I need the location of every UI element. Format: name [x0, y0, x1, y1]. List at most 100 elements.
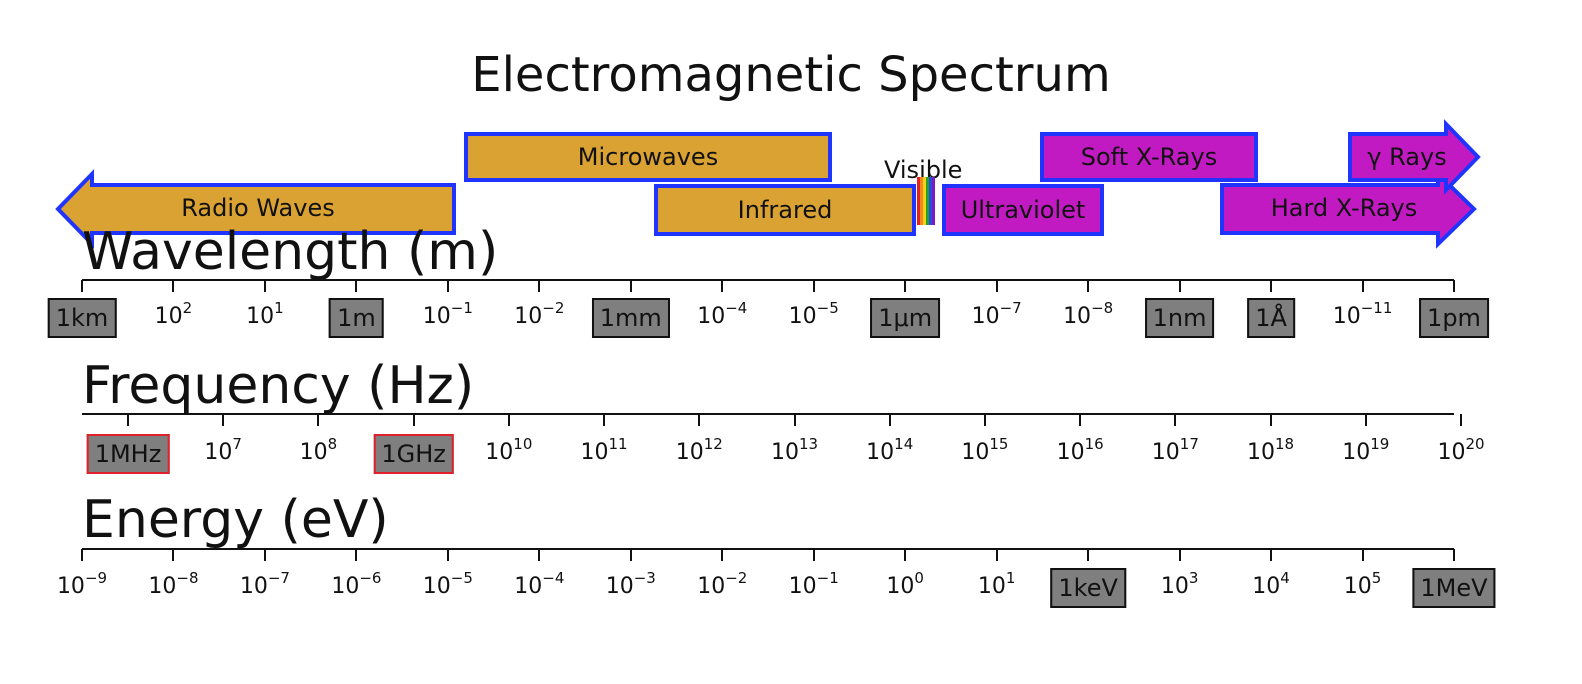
energy-tick: [995, 549, 998, 561]
wavelength-tick: [1087, 280, 1090, 292]
diagram-title: Electromagnetic Spectrum: [471, 47, 1111, 103]
wavelength-tick: [263, 280, 266, 292]
frequency-tick-label: 1019: [1342, 435, 1390, 466]
energy-tick: [904, 549, 907, 561]
frequency-tick-label: 1014: [866, 435, 914, 466]
energy-tick-label: 1MeV: [1412, 568, 1496, 608]
wavelength-tick-label: 1m: [329, 298, 384, 338]
energy-tick-label: 103: [1160, 569, 1199, 600]
frequency-tick: [1174, 414, 1177, 426]
frequency-tick-label: 1010: [485, 435, 533, 466]
wavelength-tick-label: 1pm: [1419, 298, 1489, 338]
energy-tick-label: 10−2: [697, 569, 748, 600]
frequency-tick: [507, 414, 510, 426]
wavelength-tick: [1178, 280, 1181, 292]
frequency-tick: [793, 414, 796, 426]
wavelength-tick-label: 102: [154, 299, 193, 330]
frequency-tick: [412, 414, 415, 426]
soft-xrays-band: Soft X-Rays: [1040, 132, 1258, 182]
wavelength-tick-label: 10−8: [1063, 299, 1114, 330]
wavelength-tick: [1453, 280, 1455, 292]
energy-tick: [721, 549, 724, 561]
frequency-tick: [603, 414, 606, 426]
energy-tick-label: 10−6: [331, 569, 382, 600]
visible-band: [917, 177, 935, 225]
frequency-scale-title: Frequency (Hz): [82, 356, 475, 416]
wavelength-axis: [82, 279, 1454, 281]
wavelength-tick: [81, 280, 83, 292]
frequency-tick: [222, 414, 225, 426]
frequency-tick-label: 1018: [1247, 435, 1295, 466]
wavelength-tick-label: 1mm: [591, 298, 670, 338]
wavelength-tick-label: 1Å: [1247, 298, 1295, 338]
wavelength-tick-label: 10−5: [788, 299, 839, 330]
wavelength-tick-label: 10−7: [971, 299, 1022, 330]
energy-tick: [1087, 549, 1090, 561]
ultraviolet-band: Ultraviolet: [942, 184, 1104, 236]
wavelength-tick-label: 10−1: [422, 299, 473, 330]
wavelength-tick: [1270, 280, 1273, 292]
wavelength-tick: [172, 280, 175, 292]
energy-tick-label: 10−5: [422, 569, 473, 600]
wavelength-tick-label: 1km: [47, 298, 117, 338]
wavelength-tick-label: 10−11: [1332, 299, 1393, 330]
wavelength-tick: [446, 280, 449, 292]
wavelength-tick-label: 10−4: [697, 299, 748, 330]
hard-xrays-label: Hard X-Rays: [1270, 194, 1418, 222]
energy-tick-label: 104: [1252, 569, 1290, 600]
wavelength-tick: [721, 280, 724, 292]
frequency-tick-label: 107: [204, 435, 242, 466]
energy-tick: [812, 549, 815, 561]
frequency-tick-label: 1016: [1056, 435, 1104, 466]
frequency-tick: [1269, 414, 1272, 426]
energy-tick: [355, 549, 358, 561]
wavelength-tick-label: 1μm: [870, 298, 941, 338]
frequency-tick: [317, 414, 320, 426]
frequency-tick: [1460, 414, 1462, 426]
frequency-tick-label: 1015: [961, 435, 1009, 466]
wavelength-tick: [1361, 280, 1364, 292]
frequency-tick-label: 1GHz: [373, 434, 454, 474]
energy-tick: [538, 549, 541, 561]
energy-tick-label: 10−3: [605, 569, 656, 600]
frequency-tick: [127, 414, 129, 426]
energy-tick: [1270, 549, 1273, 561]
wavelength-tick: [538, 280, 541, 292]
frequency-tick-label: 1013: [770, 435, 819, 466]
energy-tick: [1361, 549, 1364, 561]
wavelength-tick-label: 101: [246, 299, 284, 330]
frequency-tick: [698, 414, 701, 426]
energy-axis: [82, 548, 1454, 550]
energy-tick-label: 100: [886, 569, 924, 600]
frequency-tick: [1364, 414, 1367, 426]
gamma-rays-band: [1348, 119, 1481, 195]
frequency-tick-label: 108: [299, 435, 338, 466]
frequency-tick: [888, 414, 891, 426]
frequency-tick-label: 1MHz: [86, 434, 170, 474]
hard-xrays-band: [1220, 169, 1477, 249]
frequency-tick-label: 1011: [580, 435, 628, 466]
radio-waves-label: Radio Waves: [181, 194, 335, 222]
wavelength-tick: [629, 280, 632, 292]
energy-tick-label: 10−7: [239, 569, 290, 600]
radio-waves-band: [55, 169, 456, 249]
wavelength-tick-label: 1nm: [1144, 298, 1215, 338]
frequency-tick-label: 1017: [1151, 435, 1199, 466]
frequency-axis: [82, 413, 1454, 415]
wavelength-tick: [904, 280, 907, 292]
gamma-rays-label: γ Rays: [1367, 143, 1447, 171]
wavelength-tick: [355, 280, 358, 292]
wavelength-tick: [995, 280, 998, 292]
frequency-tick-label: 1020: [1437, 435, 1485, 466]
energy-tick-label: 10−4: [514, 569, 565, 600]
wavelength-tick: [812, 280, 815, 292]
microwaves-band: Microwaves: [464, 132, 832, 182]
energy-tick: [629, 549, 632, 561]
energy-scale-title: Energy (eV): [82, 490, 389, 550]
energy-tick: [172, 549, 175, 561]
frequency-tick: [1079, 414, 1082, 426]
wavelength-scale-title: Wavelength (m): [82, 222, 499, 282]
energy-tick-label: 105: [1343, 569, 1382, 600]
energy-tick: [1453, 549, 1455, 561]
